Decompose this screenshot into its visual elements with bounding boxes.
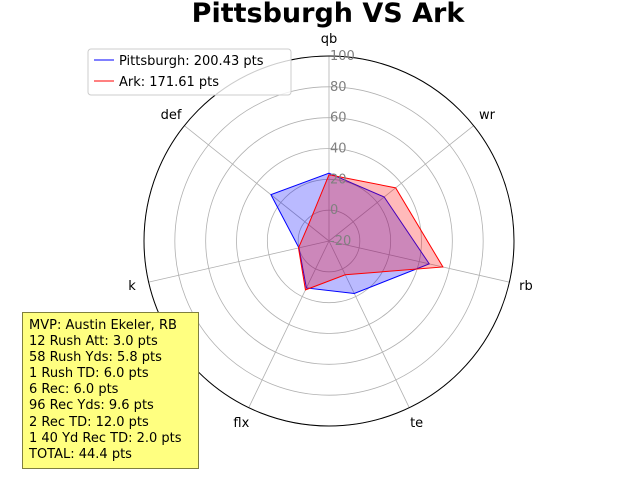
polar-frame	[143, 55, 515, 427]
r-tick-label: 20	[330, 172, 347, 187]
axis-label-te: te	[410, 416, 423, 431]
r-tick-label: 80	[330, 80, 347, 95]
stats-line-rec-yds: 96 Rec Yds: 9.6 pts	[29, 398, 154, 414]
stats-line-mvp: MVP: Austin Ekeler, RB	[29, 318, 177, 333]
stats-line-rush-yds: 58 Rush Yds: 5.8 pts	[29, 350, 162, 366]
stats-line-40yd-rec-td: 1 40 Yd Rec TD: 2.0 pts	[29, 430, 182, 446]
stats-line-rush-att: 12 Rush Att: 3.0 pts	[29, 334, 158, 350]
stats-line-rec-td: 2 Rec TD: 12.0 pts	[29, 414, 149, 430]
grid-spoke-flx	[248, 240, 330, 408]
axis-label-wr: wr	[479, 108, 496, 123]
grid-spoke-rb	[328, 240, 510, 283]
r-tick-label: -20	[330, 234, 351, 249]
player-stats-box: MVP: Austin Ekeler, RB 12 Rush Att: 3.0 …	[22, 312, 199, 469]
axis-label-k: k	[128, 279, 136, 294]
series-area-pittsburgh	[270, 173, 430, 294]
radar-labels: 100 80 60 40 20 0 -20 qb wr rb te flx k def	[128, 32, 532, 431]
axis-label-rb: rb	[519, 279, 533, 294]
axis-label-flx: flx	[233, 416, 249, 431]
grid-spoke-te	[328, 240, 410, 408]
grid-spoke-wr	[328, 125, 474, 242]
stats-line-total: TOTAL: 44.4 pts	[29, 446, 132, 462]
legend-frame	[87, 48, 292, 96]
stats-line-rush-td: 1 Rush TD: 6.0 pts	[29, 366, 149, 382]
series-area-ark	[298, 174, 443, 290]
radar-series	[270, 172, 444, 295]
chart-title: Pittsburgh VS Ark	[192, 0, 466, 29]
series-line-ark	[297, 174, 444, 291]
grid-spoke-def	[184, 125, 330, 242]
series-line-pittsburgh	[270, 172, 431, 295]
axis-label-qb: qb	[321, 32, 338, 47]
legend-entry-pittsburgh: Pittsburgh: 200.43 pts	[119, 54, 264, 69]
r-tick-label: 100	[330, 49, 355, 64]
r-tick-label: 40	[330, 142, 347, 157]
legend-entry-ark: Ark: 171.61 pts	[119, 75, 219, 90]
axis-label-def: def	[161, 108, 182, 123]
radar-grid	[143, 55, 515, 427]
legend: Pittsburgh: 200.43 pts Ark: 171.61 pts	[87, 48, 292, 96]
r-tick-label: 60	[330, 111, 347, 126]
r-tick-label: 0	[330, 203, 338, 218]
stats-line-rec: 6 Rec: 6.0 pts	[29, 382, 119, 398]
